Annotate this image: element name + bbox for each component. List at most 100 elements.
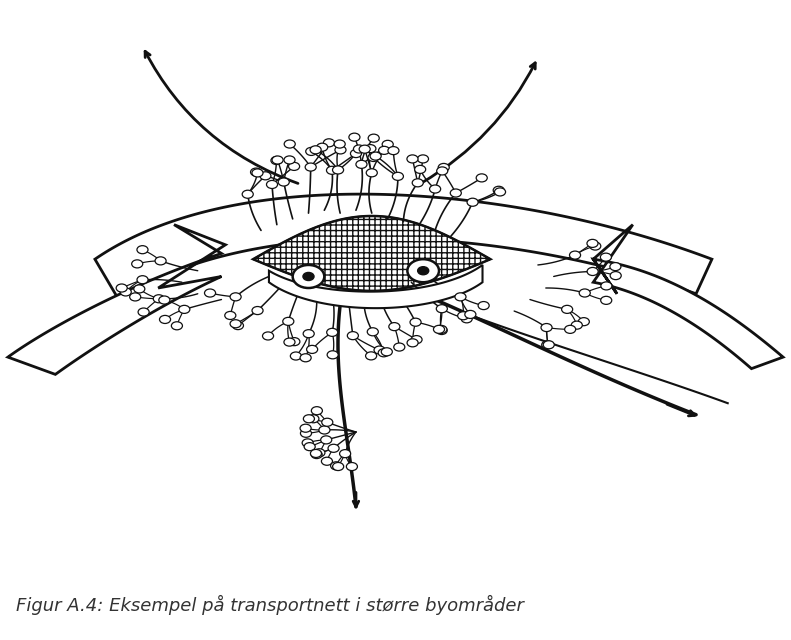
Circle shape xyxy=(308,415,319,423)
Circle shape xyxy=(450,189,461,197)
Circle shape xyxy=(252,307,263,315)
Circle shape xyxy=(494,186,505,195)
Circle shape xyxy=(430,185,441,193)
Circle shape xyxy=(137,276,148,284)
Circle shape xyxy=(467,198,478,206)
Circle shape xyxy=(310,449,321,458)
Circle shape xyxy=(542,340,553,349)
Circle shape xyxy=(284,338,295,346)
Circle shape xyxy=(230,320,241,328)
Circle shape xyxy=(303,273,314,280)
Circle shape xyxy=(335,146,346,154)
Polygon shape xyxy=(253,216,490,291)
Circle shape xyxy=(310,146,321,154)
Circle shape xyxy=(541,324,552,332)
Circle shape xyxy=(382,140,393,148)
Circle shape xyxy=(476,174,487,182)
Circle shape xyxy=(332,166,343,174)
Circle shape xyxy=(230,293,241,301)
Circle shape xyxy=(381,348,392,356)
Circle shape xyxy=(437,305,448,313)
Circle shape xyxy=(494,188,505,196)
Circle shape xyxy=(138,308,149,316)
Circle shape xyxy=(284,140,295,148)
Circle shape xyxy=(302,439,313,447)
Circle shape xyxy=(284,156,295,164)
Circle shape xyxy=(300,354,311,362)
Circle shape xyxy=(305,163,316,171)
Circle shape xyxy=(321,457,332,465)
Circle shape xyxy=(347,332,358,340)
Circle shape xyxy=(579,289,590,297)
Circle shape xyxy=(570,251,581,259)
Circle shape xyxy=(356,160,367,168)
Circle shape xyxy=(319,426,330,434)
Circle shape xyxy=(282,317,293,325)
Circle shape xyxy=(306,147,317,156)
Circle shape xyxy=(233,321,244,330)
Circle shape xyxy=(365,352,377,360)
Circle shape xyxy=(610,271,621,280)
Circle shape xyxy=(130,293,141,301)
Circle shape xyxy=(301,429,312,437)
Circle shape xyxy=(314,449,325,457)
Circle shape xyxy=(312,406,323,415)
Circle shape xyxy=(565,325,576,333)
Circle shape xyxy=(328,444,339,452)
Circle shape xyxy=(346,463,358,470)
Circle shape xyxy=(388,147,399,155)
Circle shape xyxy=(571,321,582,329)
Circle shape xyxy=(433,325,445,333)
Circle shape xyxy=(242,190,253,198)
Circle shape xyxy=(600,296,611,305)
Circle shape xyxy=(378,349,389,357)
Circle shape xyxy=(300,424,311,432)
Circle shape xyxy=(359,145,370,153)
Circle shape xyxy=(437,167,448,175)
Circle shape xyxy=(304,415,315,423)
Circle shape xyxy=(289,338,300,346)
Circle shape xyxy=(331,462,342,470)
Circle shape xyxy=(303,330,314,338)
Circle shape xyxy=(349,133,360,141)
Circle shape xyxy=(322,418,333,426)
Circle shape xyxy=(159,296,170,304)
Circle shape xyxy=(610,262,621,271)
Circle shape xyxy=(120,288,131,296)
Circle shape xyxy=(327,166,338,174)
Circle shape xyxy=(179,305,190,314)
Circle shape xyxy=(418,267,429,275)
Circle shape xyxy=(160,316,171,323)
Circle shape xyxy=(260,172,271,180)
Circle shape xyxy=(327,351,339,359)
Circle shape xyxy=(172,322,183,330)
Circle shape xyxy=(370,152,381,160)
Circle shape xyxy=(562,305,573,314)
Circle shape xyxy=(414,165,426,173)
Circle shape xyxy=(155,257,166,265)
Circle shape xyxy=(339,450,350,458)
Circle shape xyxy=(320,436,331,444)
Circle shape xyxy=(304,443,315,451)
Circle shape xyxy=(411,335,422,344)
Circle shape xyxy=(438,163,449,172)
Polygon shape xyxy=(593,225,783,369)
Circle shape xyxy=(205,289,216,297)
Polygon shape xyxy=(8,225,225,374)
Circle shape xyxy=(600,253,611,261)
Text: Figur A.4: Eksempel på transportnett i større byområder: Figur A.4: Eksempel på transportnett i s… xyxy=(16,595,524,615)
Circle shape xyxy=(263,332,274,340)
Circle shape xyxy=(365,145,376,153)
Circle shape xyxy=(153,295,165,303)
Circle shape xyxy=(379,147,390,154)
Circle shape xyxy=(407,339,418,347)
Circle shape xyxy=(333,463,344,470)
Circle shape xyxy=(116,284,127,292)
Circle shape xyxy=(407,259,439,282)
Circle shape xyxy=(394,343,405,351)
Circle shape xyxy=(293,265,324,288)
Circle shape xyxy=(436,326,447,335)
Circle shape xyxy=(271,156,282,164)
Circle shape xyxy=(327,328,338,337)
Circle shape xyxy=(412,179,423,187)
